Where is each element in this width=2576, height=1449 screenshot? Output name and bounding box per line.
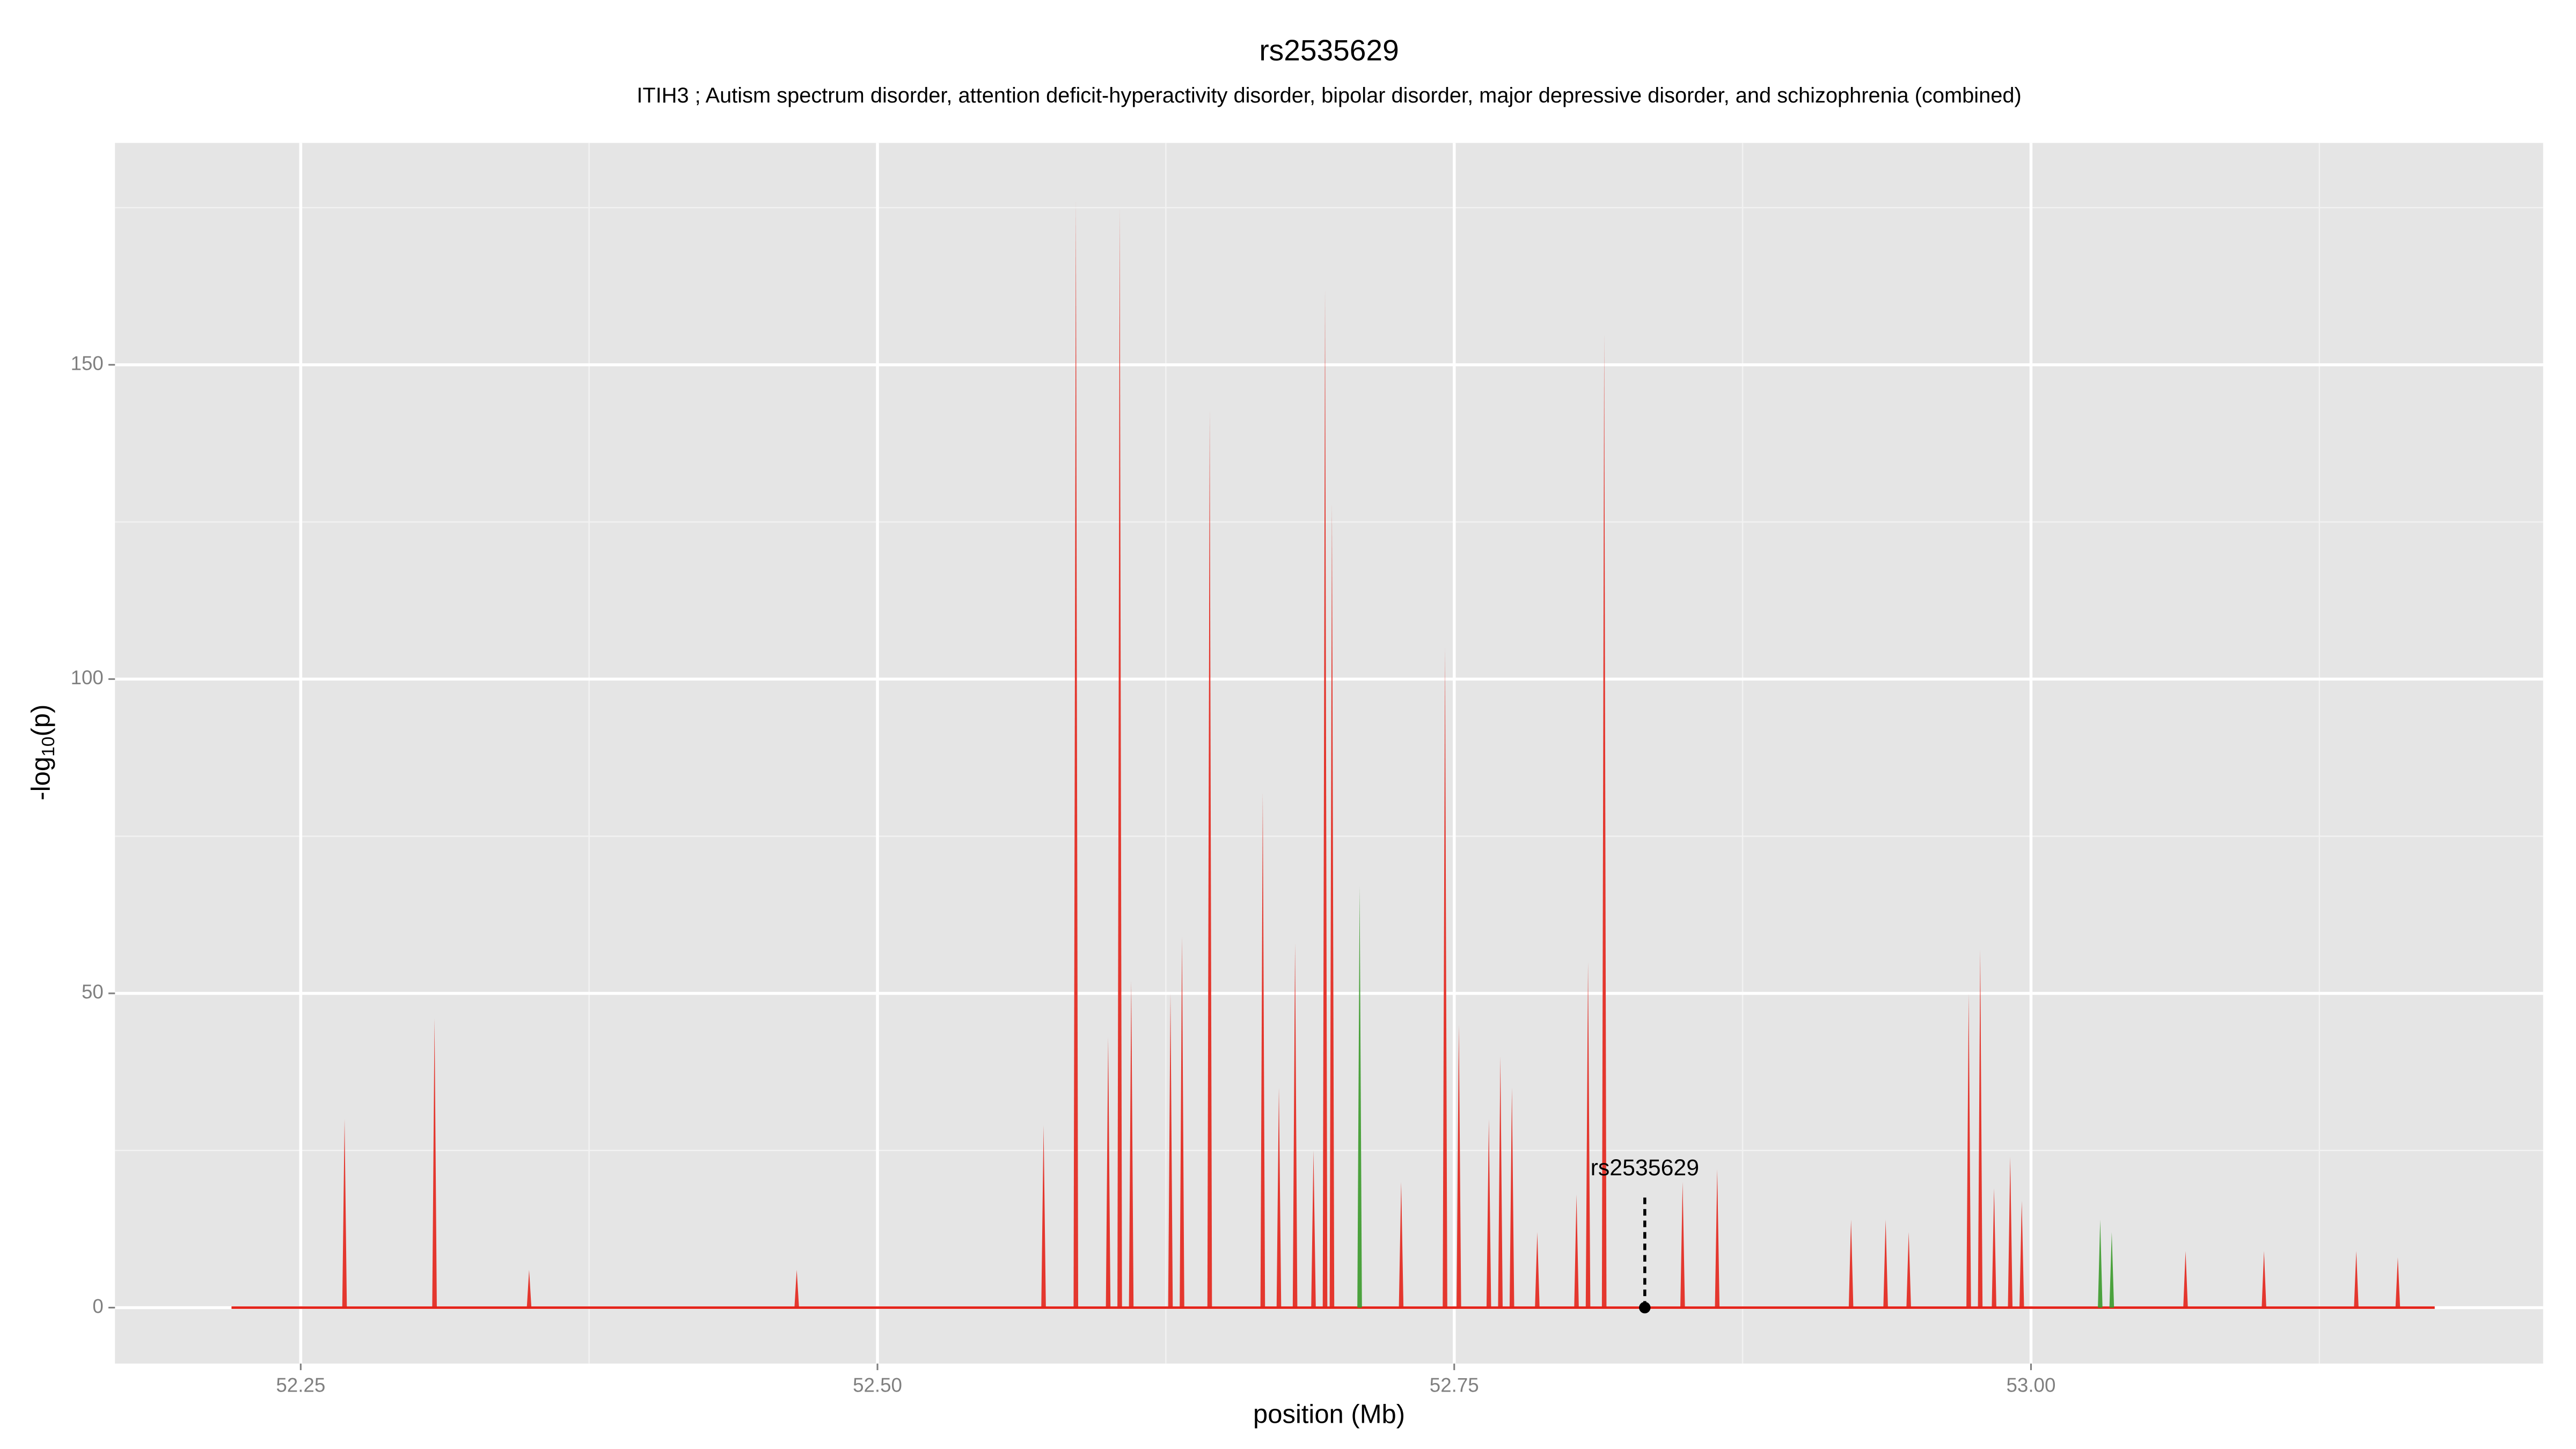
spike	[1585, 962, 1591, 1308]
annotation-point	[1639, 1301, 1651, 1314]
spike	[1276, 1087, 1282, 1308]
spike	[1457, 1024, 1461, 1308]
spike	[1073, 201, 1079, 1308]
spike	[2183, 1251, 2188, 1308]
spike	[1292, 943, 1298, 1308]
spike	[1883, 1219, 1888, 1308]
spike	[342, 1119, 347, 1308]
spike	[1601, 333, 1607, 1308]
spike	[1117, 207, 1122, 1308]
spike	[526, 1270, 532, 1308]
spike	[1041, 1125, 1046, 1308]
spike	[1311, 1150, 1316, 1308]
spike	[1322, 289, 1328, 1308]
spike	[1486, 1119, 1491, 1308]
spike	[1106, 1037, 1111, 1308]
y-axis-label: -log10(p)	[27, 705, 58, 801]
x-axis-label: position (Mb)	[1253, 1400, 1405, 1429]
chart-subtitle: ITIH3 ; Autism spectrum disorder, attent…	[636, 84, 2021, 107]
spike	[1680, 1182, 1685, 1308]
spike	[2109, 1232, 2114, 1308]
spike	[1168, 993, 1173, 1308]
spike	[1535, 1232, 1540, 1308]
chart-title: rs2535629	[1259, 34, 1399, 67]
spike	[1329, 503, 1335, 1308]
spike	[2098, 1219, 2103, 1308]
spike	[794, 1270, 799, 1308]
spike	[1180, 936, 1184, 1308]
spike	[1966, 993, 1971, 1308]
spike	[1129, 980, 1134, 1308]
spike	[1715, 1169, 1720, 1308]
spike	[2008, 1157, 2013, 1308]
spike	[2395, 1257, 2401, 1308]
spike	[1207, 408, 1212, 1308]
y-tick-label: 0	[92, 1295, 103, 1317]
spike	[1498, 1056, 1503, 1308]
spike	[1906, 1232, 1911, 1308]
spike	[1357, 886, 1362, 1308]
spike	[1574, 1194, 1579, 1308]
x-tick-label: 52.25	[276, 1374, 325, 1396]
x-tick-label: 52.75	[1430, 1374, 1479, 1396]
spike	[2262, 1251, 2266, 1308]
spike	[2354, 1251, 2359, 1308]
x-tick-label: 52.50	[853, 1374, 902, 1396]
y-tick-label: 100	[71, 667, 104, 689]
spike	[1848, 1219, 1854, 1308]
y-tick-label: 150	[71, 352, 104, 374]
spike	[1992, 1188, 1996, 1308]
spike	[1399, 1182, 1404, 1308]
y-tick-label: 50	[82, 981, 104, 1003]
spike	[1509, 1087, 1514, 1308]
spike	[2019, 1201, 2024, 1308]
annotation-label: rs2535629	[1591, 1155, 1699, 1181]
plot-background	[115, 143, 2543, 1364]
spike	[1978, 949, 1983, 1308]
spike	[1443, 647, 1447, 1308]
spike	[432, 1018, 437, 1308]
x-tick-label: 53.00	[2006, 1374, 2055, 1396]
spike	[1260, 792, 1265, 1308]
